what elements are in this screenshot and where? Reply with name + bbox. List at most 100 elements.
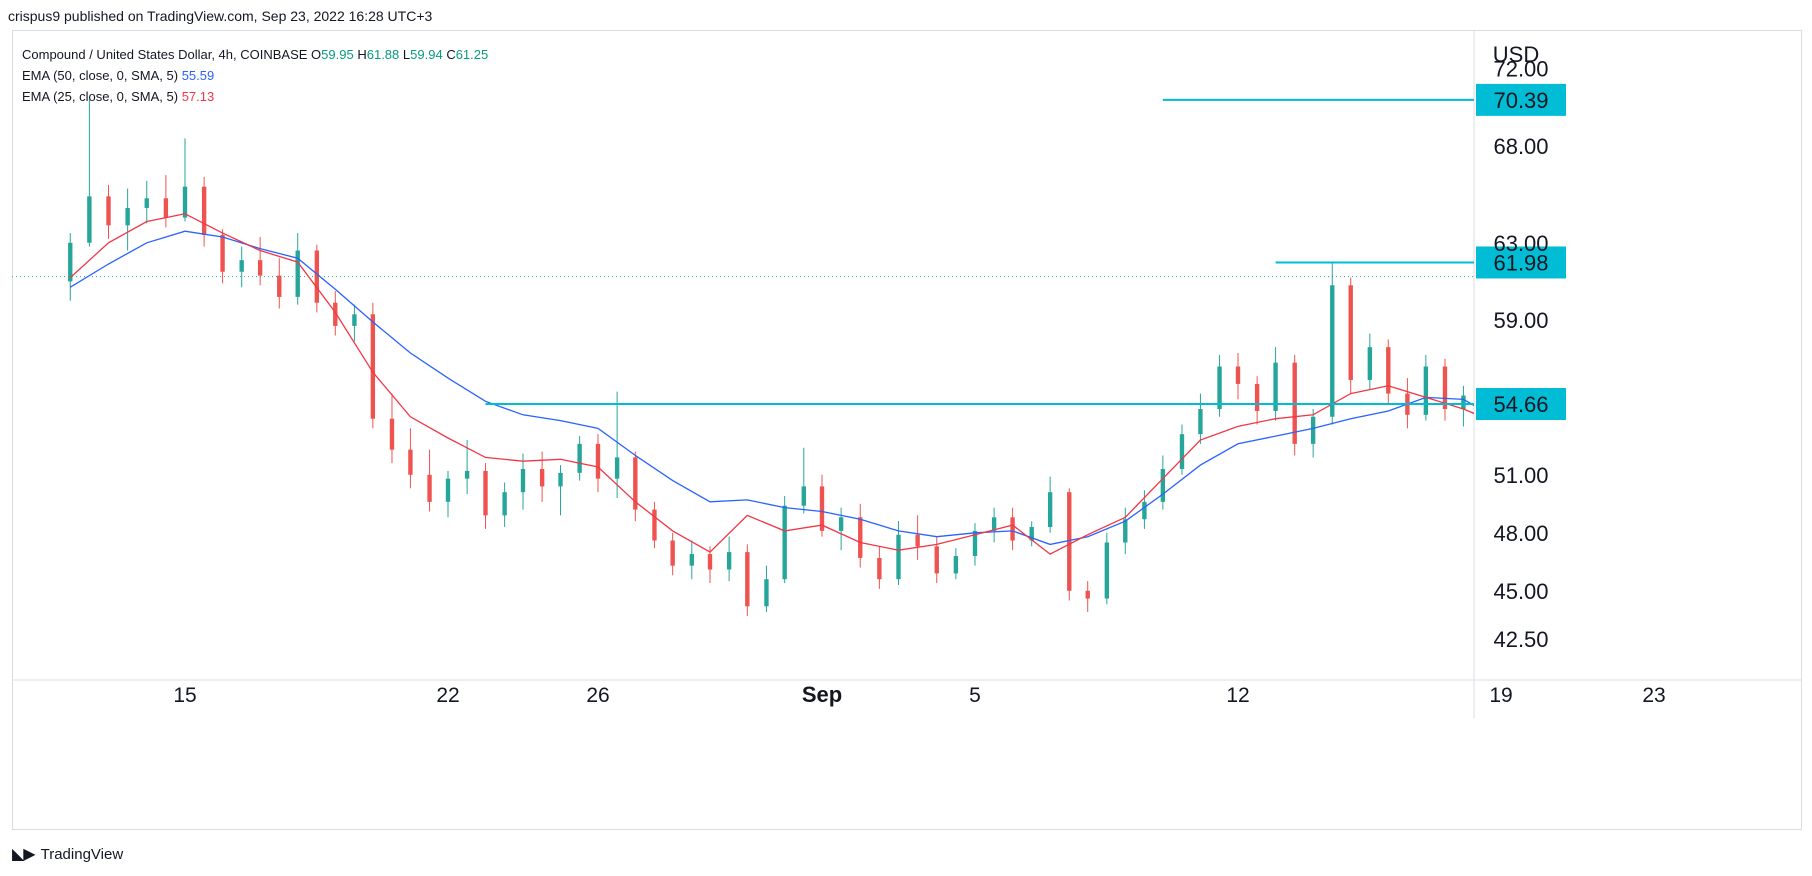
candle-body[interactable]: [239, 260, 244, 272]
candle-body[interactable]: [819, 486, 825, 531]
brand-name: TradingView: [40, 845, 124, 863]
candle-body[interactable]: [972, 530, 978, 556]
candle-body[interactable]: [953, 555, 959, 574]
candle-body[interactable]: [745, 552, 750, 607]
legend-symbol-row[interactable]: Compound / United States Dollar, 4h, COI…: [22, 44, 488, 65]
candle-body[interactable]: [1179, 434, 1185, 469]
candle-body[interactable]: [1575, 390, 1579, 448]
candle-body[interactable]: [1330, 285, 1335, 417]
candle-body[interactable]: [652, 509, 657, 541]
candle-body[interactable]: [220, 235, 225, 272]
candle-body[interactable]: [1649, 241, 1653, 293]
candle-body[interactable]: [1217, 366, 1222, 410]
candle-body[interactable]: [277, 275, 282, 297]
candle-body[interactable]: [595, 443, 601, 479]
candle-body[interactable]: [1633, 293, 1637, 374]
candle-body[interactable]: [1556, 432, 1560, 447]
candle-body[interactable]: [782, 505, 787, 580]
ema25-line[interactable]: [69, 213, 1654, 555]
candle-body[interactable]: [838, 517, 844, 531]
candle-body[interactable]: [1104, 542, 1110, 599]
candle-body[interactable]: [1461, 395, 1466, 410]
candle-body[interactable]: [295, 250, 300, 297]
candle-body[interactable]: [333, 302, 338, 326]
candle-body[interactable]: [1029, 526, 1034, 541]
candle-body[interactable]: [577, 443, 582, 473]
candle-body[interactable]: [125, 207, 130, 226]
y-tick-label: 45.00: [1493, 579, 1548, 604]
candle-body[interactable]: [370, 314, 376, 419]
candle-body[interactable]: [1085, 590, 1090, 599]
publisher-caption: crispus9 published on TradingView.com, S…: [8, 8, 433, 24]
candle-body[interactable]: [877, 557, 882, 580]
candle-body[interactable]: [106, 196, 111, 226]
candle-body[interactable]: [1661, 241, 1665, 302]
chart-frame: [12, 30, 1802, 830]
candle-body[interactable]: [1674, 277, 1678, 302]
candle-body[interactable]: [201, 186, 207, 236]
candle-body[interactable]: [427, 474, 432, 502]
y-tick-label: 42.50: [1493, 627, 1548, 652]
legend-ema25-row[interactable]: EMA (25, close, 0, SMA, 5) 57.13: [22, 86, 488, 107]
candle-body[interactable]: [707, 554, 713, 570]
candle-body[interactable]: [1614, 343, 1618, 374]
candle-body[interactable]: [389, 418, 395, 450]
candle-body[interactable]: [991, 517, 997, 531]
candle-body[interactable]: [1348, 285, 1353, 381]
candle-body[interactable]: [1310, 416, 1316, 444]
candle-body[interactable]: [764, 579, 769, 607]
candle-body[interactable]: [257, 260, 263, 276]
candle-body[interactable]: [87, 196, 92, 243]
candle-body[interactable]: [726, 552, 732, 570]
candle-body[interactable]: [502, 492, 507, 516]
candle-body[interactable]: [1198, 409, 1203, 435]
candle-body[interactable]: [1160, 468, 1166, 502]
candle-body[interactable]: [1142, 501, 1147, 520]
legend-ema50-row[interactable]: EMA (50, close, 0, SMA, 5) 55.59: [22, 65, 488, 86]
candle-body[interactable]: [445, 478, 451, 502]
candle-body[interactable]: [1047, 492, 1053, 527]
candle-body[interactable]: [1123, 519, 1128, 543]
y-tick-label: 51.00: [1493, 463, 1548, 488]
level-price-label: 70.39: [1493, 88, 1548, 113]
candle-body[interactable]: [464, 470, 470, 479]
candle-body[interactable]: [539, 468, 545, 487]
candle-body[interactable]: [689, 554, 694, 566]
candle-body[interactable]: [483, 470, 488, 516]
candle-body[interactable]: [915, 534, 920, 547]
candle-body[interactable]: [670, 540, 675, 566]
level-price-label: 61.98: [1493, 250, 1548, 275]
candle-body[interactable]: [614, 457, 620, 479]
candle-body[interactable]: [934, 546, 939, 574]
candle-body[interactable]: [1423, 366, 1429, 415]
ema50-line[interactable]: [69, 230, 1654, 546]
legend-symbol: Compound / United States Dollar, 4h, COI…: [22, 47, 308, 62]
candle-body[interactable]: [1442, 366, 1448, 410]
candle-body[interactable]: [858, 517, 863, 558]
candle-body[interactable]: [163, 198, 169, 218]
candle-body[interactable]: [1067, 492, 1072, 591]
candle-body[interactable]: [633, 457, 638, 510]
candle-body[interactable]: [68, 242, 73, 282]
candle-body[interactable]: [1235, 366, 1241, 384]
candle-body[interactable]: [520, 468, 526, 493]
tradingview-brand[interactable]: ◣▶ TradingView: [12, 844, 123, 864]
candle-body[interactable]: [352, 314, 357, 326]
candle-body[interactable]: [1273, 362, 1278, 411]
y-tick-label: 72.00: [1493, 57, 1548, 82]
x-tick-label: 19: [1489, 684, 1512, 707]
y-tick-label: 59.00: [1493, 308, 1548, 333]
candle-body[interactable]: [408, 449, 413, 475]
candle-body[interactable]: [182, 186, 188, 218]
candle-body[interactable]: [558, 472, 563, 487]
x-tick-label: 12: [1226, 684, 1249, 707]
candle-body[interactable]: [1386, 347, 1391, 394]
candle-body[interactable]: [1367, 347, 1373, 381]
candle-body[interactable]: [144, 198, 149, 208]
candle-body[interactable]: [1254, 383, 1260, 411]
candle-body[interactable]: [1594, 343, 1598, 389]
candle-body[interactable]: [801, 486, 806, 506]
candle-body[interactable]: [1010, 517, 1015, 541]
candle-body[interactable]: [896, 534, 901, 580]
